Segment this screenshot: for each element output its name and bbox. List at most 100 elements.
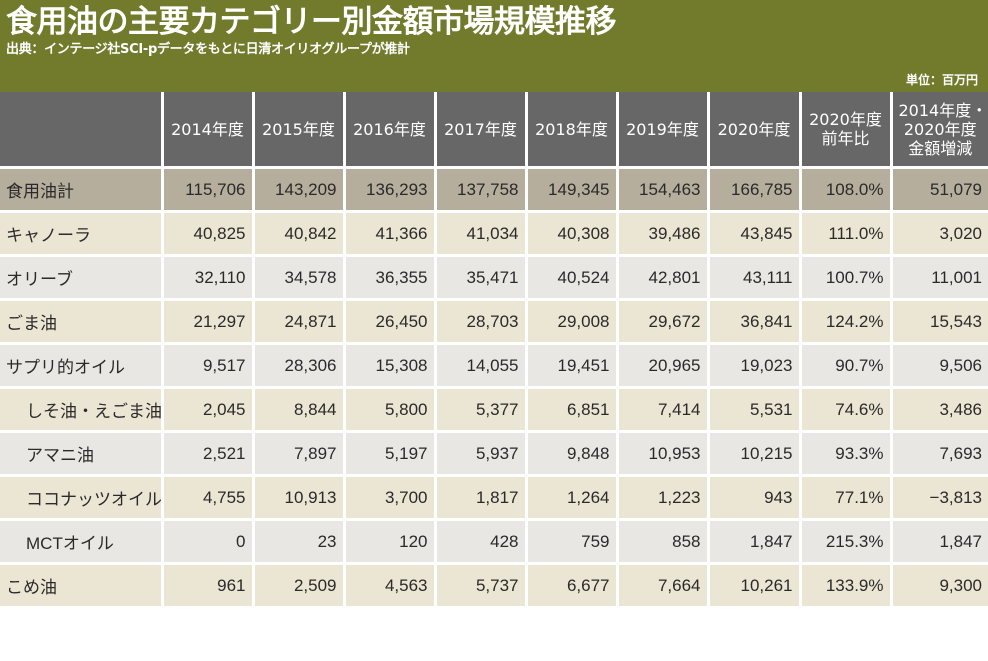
table-cell: 36,841 [706, 298, 802, 345]
table-cell: 5,937 [433, 430, 528, 477]
table-cell: 3,020 [889, 210, 988, 257]
table-cell: 759 [524, 518, 619, 565]
unit-label: 単位：百万円 [905, 73, 978, 87]
table-cell: 35,471 [433, 254, 528, 301]
table-row: MCTオイル 0 23 120 428 759 858 1,847 215.3% 1,847 [0, 518, 988, 565]
table-cell: 7,414 [615, 386, 710, 433]
header-yoy-line2: 前年比 [821, 129, 870, 148]
table-cell: 9,517 [160, 342, 255, 389]
header-2016: 2016年度 [342, 92, 437, 169]
table-cell: 10,215 [706, 430, 802, 477]
header-change: 2014年度・ 2020年度 金額増減 [889, 92, 988, 169]
table-cell: 8,844 [251, 386, 346, 433]
table-cell: 74.6% [798, 386, 893, 433]
header-change-line2: 2020年度 [903, 119, 977, 139]
table-cell: 1,223 [615, 474, 710, 521]
table-cell: 5,531 [706, 386, 802, 433]
row-label: オリーブ [0, 254, 164, 301]
header-category [0, 92, 164, 169]
header-change-line1: 2014年度・ [898, 100, 988, 120]
table-cell: 9,506 [889, 342, 988, 389]
table-cell: 19,023 [706, 342, 802, 389]
table-cell: 100.7% [798, 254, 893, 301]
table-cell: 23 [251, 518, 346, 565]
table-cell: 0 [160, 518, 255, 565]
table-cell: 5,800 [342, 386, 437, 433]
table-cell: 41,366 [342, 210, 437, 257]
table-cell: 39,486 [615, 210, 710, 257]
header-2017: 2017年度 [433, 92, 528, 169]
table-cell: 21,297 [160, 298, 255, 345]
table-cell: 4,563 [342, 562, 437, 609]
table-cell: 1,847 [706, 518, 802, 565]
row-label: ごま油 [0, 298, 164, 345]
table-cell: 7,693 [889, 430, 988, 477]
row-label: 食用油計 [0, 166, 164, 213]
table-cell: 7,897 [251, 430, 346, 477]
table-cell: 43,845 [706, 210, 802, 257]
table-cell: 5,377 [433, 386, 528, 433]
row-label: しそ油・えごま油 [0, 386, 164, 433]
table-cell: 858 [615, 518, 710, 565]
table-cell: 2,509 [251, 562, 346, 609]
row-label: アマニ油 [0, 430, 164, 477]
table-cell: 149,345 [524, 166, 619, 213]
table-cell: 108.0% [798, 166, 893, 213]
market-size-table: 2014年度 2015年度 2016年度 2017年度 2018年度 2019年… [0, 92, 988, 609]
table-cell: 1,817 [433, 474, 528, 521]
table-cell: 40,308 [524, 210, 619, 257]
table-cell: 34,578 [251, 254, 346, 301]
table-cell: 133.9% [798, 562, 893, 609]
page-title: 食用油の主要カテゴリー別金額市場規模推移 [6, 4, 617, 40]
table-cell: 15,308 [342, 342, 437, 389]
table-cell: 40,842 [251, 210, 346, 257]
table-cell: 36,355 [342, 254, 437, 301]
table-cell: 32,110 [160, 254, 255, 301]
table-row: アマニ油 2,521 7,897 5,197 5,937 9,848 10,953 10,21… [0, 430, 988, 477]
table-cell: 136,293 [342, 166, 437, 213]
row-label: MCTオイル [0, 518, 164, 565]
table-cell: 137,758 [433, 166, 528, 213]
table-cell: 9,848 [524, 430, 619, 477]
table-row: オリーブ 32,110 34,578 36,355 35,471 40,524 42,801… [0, 254, 988, 301]
table-cell: 26,450 [342, 298, 437, 345]
table-row: しそ油・えごま油 2,045 8,844 5,800 5,377 6,851 7,414 5,… [0, 386, 988, 433]
table-cell: 29,008 [524, 298, 619, 345]
table-cell: 10,953 [615, 430, 710, 477]
source-note: 出典：インテージ社SCI-pデータをもとに日清オイリオグループが推計 [6, 42, 410, 57]
header-yoy-line1: 2020年度 [809, 110, 882, 129]
header-2014: 2014年度 [160, 92, 255, 169]
table-cell: 40,524 [524, 254, 619, 301]
table-cell: 5,737 [433, 562, 528, 609]
table-cell: 1,847 [889, 518, 988, 565]
table-row: 食用油計 115,706 143,209 136,293 137,758 149,345 1… [0, 166, 988, 213]
header-2020: 2020年度 [706, 92, 802, 169]
table-cell: 77.1% [798, 474, 893, 521]
table-cell: 29,672 [615, 298, 710, 345]
table-cell: 11,001 [889, 254, 988, 301]
table-cell: 120 [342, 518, 437, 565]
table-cell: 40,825 [160, 210, 255, 257]
table-cell: 2,521 [160, 430, 255, 477]
table-cell: 43,111 [706, 254, 802, 301]
header-yoy: 2020年度 前年比 [798, 92, 893, 169]
table-row: ココナッツオイル 4,755 10,913 3,700 1,817 1,264 1,223 9… [0, 474, 988, 521]
table-cell: 6,851 [524, 386, 619, 433]
table-cell: 7,664 [615, 562, 710, 609]
row-label: ココナッツオイル [0, 474, 164, 521]
table-cell: 143,209 [251, 166, 346, 213]
table-cell: 24,871 [251, 298, 346, 345]
header-2015: 2015年度 [251, 92, 346, 169]
table-cell: 14,055 [433, 342, 528, 389]
table-cell: 10,261 [706, 562, 802, 609]
row-label: キャノーラ [0, 210, 164, 257]
table-cell: 124.2% [798, 298, 893, 345]
table-cell: 154,463 [615, 166, 710, 213]
table-cell: 961 [160, 562, 255, 609]
table-row: キャノーラ 40,825 40,842 41,366 41,034 40,308 39,48… [0, 210, 988, 257]
row-label: サプリ的オイル [0, 342, 164, 389]
table-cell: 15,543 [889, 298, 988, 345]
table-cell: 10,913 [251, 474, 346, 521]
table-cell: 428 [433, 518, 528, 565]
table-row: サプリ的オイル 9,517 28,306 15,308 14,055 19,451 20,9… [0, 342, 988, 389]
